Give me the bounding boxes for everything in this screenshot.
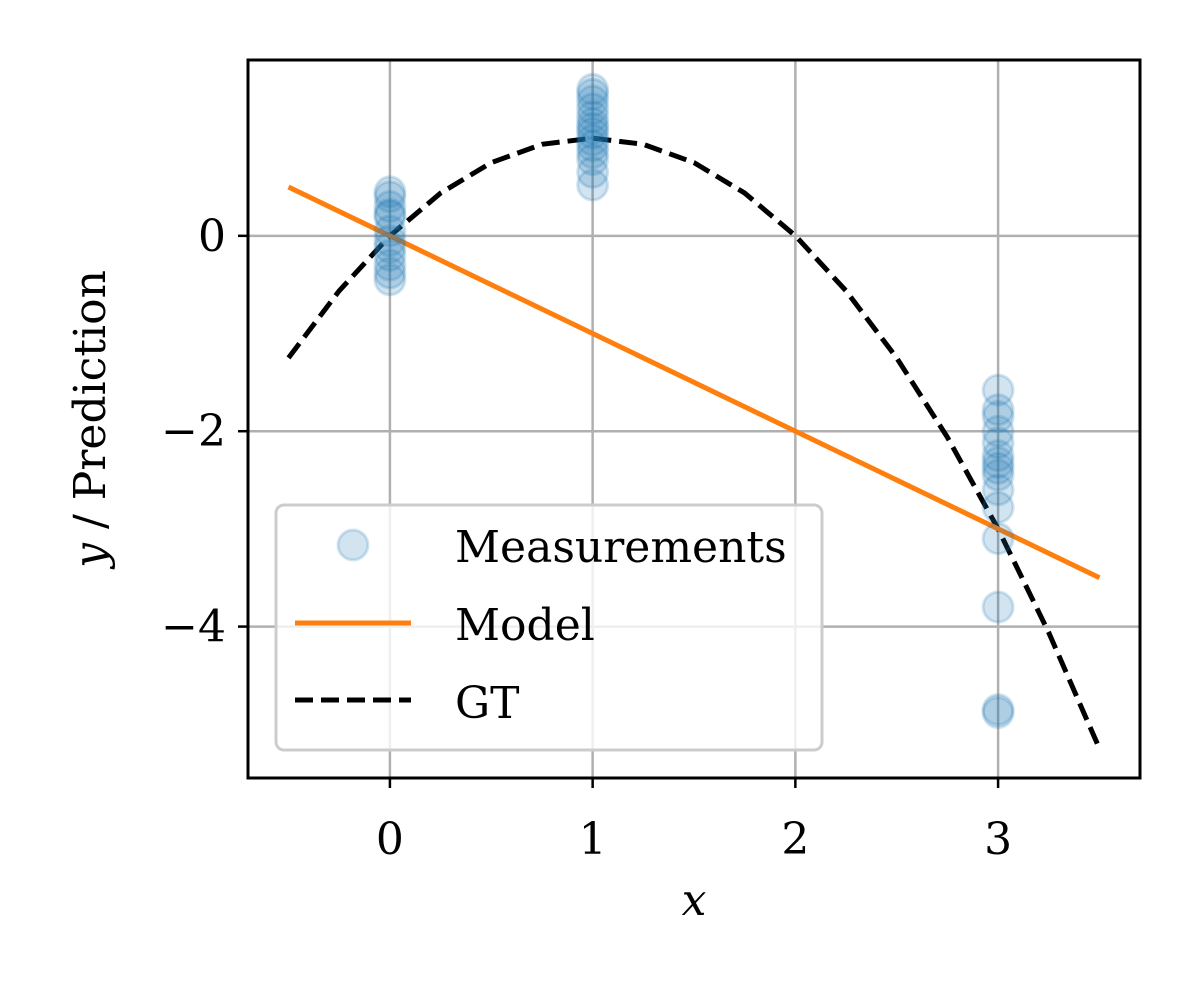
measurement-point (576, 129, 610, 163)
legend: Measurements Model GT (274, 503, 824, 752)
legend-marker-measurements (336, 528, 370, 562)
measurement-point (373, 248, 407, 282)
measurement-point (981, 458, 1015, 492)
measurement-point (981, 693, 1015, 727)
measurement-point (576, 136, 610, 170)
x-tick-label: 1 (579, 814, 607, 865)
measurement-point (576, 168, 610, 202)
legend-label-gt: GT (455, 678, 520, 729)
measurement-point (981, 522, 1015, 556)
measurement-point (576, 84, 610, 118)
gt-line (286, 135, 1102, 750)
measurement-point (576, 123, 610, 157)
axis-ticks: 0 1 2 3 0 −2 −4 (161, 211, 1012, 865)
measurement-point (373, 224, 407, 258)
measurement-point (576, 92, 610, 126)
measurement-point (373, 263, 407, 297)
measurement-point (576, 116, 610, 150)
y-tick-label: 0 (198, 211, 226, 262)
measurement-point (981, 590, 1015, 624)
measurement-point (373, 199, 407, 233)
measurement-point (981, 393, 1015, 427)
measurement-point (576, 72, 610, 106)
legend-label-model: Model (455, 600, 595, 651)
measurement-point (981, 445, 1015, 479)
measurement-point (373, 197, 407, 231)
measurement-point (576, 77, 610, 111)
measurement-point (981, 451, 1015, 485)
measurement-point (981, 426, 1015, 460)
measurement-point (576, 106, 610, 140)
measurement-point (576, 111, 610, 145)
measurement-point (981, 490, 1015, 524)
measurement-points (373, 72, 1015, 730)
x-tick-label: 0 (376, 814, 404, 865)
measurement-point (373, 256, 407, 290)
legend-label-measurements: Measurements (455, 522, 787, 573)
measurement-point (373, 175, 407, 209)
measurement-point (576, 143, 610, 177)
model-line (287, 184, 1101, 580)
model-series (287, 184, 1101, 580)
plot-frame (246, 58, 1142, 780)
x-tick-label: 2 (781, 814, 809, 865)
measurement-point (981, 473, 1015, 507)
measurement-point (373, 231, 407, 265)
measurement-point (981, 400, 1015, 434)
measurement-point (981, 373, 1015, 407)
measurement-point (373, 190, 407, 224)
y-tick-label: −4 (161, 602, 226, 653)
legend-box (274, 503, 824, 752)
measurement-point (576, 100, 610, 134)
y-axis-label: y / Prediction (65, 270, 116, 570)
y-tick-label: −2 (161, 406, 226, 457)
gt-series (286, 135, 1102, 750)
x-axis-label: x (682, 875, 707, 926)
measurement-point (981, 439, 1015, 473)
measurement-point (981, 414, 1015, 448)
x-tick-label: 3 (984, 814, 1012, 865)
measurement-point (373, 180, 407, 214)
measurement-point (576, 155, 610, 189)
measurement-point (373, 238, 407, 272)
measurement-point (981, 696, 1015, 730)
measurement-point (373, 214, 407, 248)
